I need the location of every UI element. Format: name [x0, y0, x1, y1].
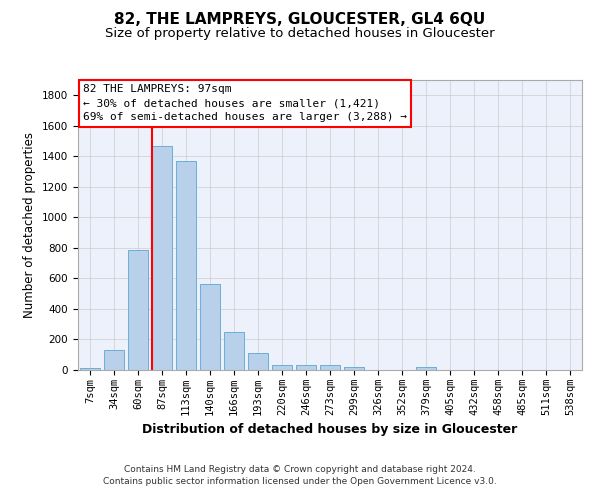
Text: 82 THE LAMPREYS: 97sqm
← 30% of detached houses are smaller (1,421)
69% of semi-: 82 THE LAMPREYS: 97sqm ← 30% of detached… [83, 84, 407, 122]
Bar [152, 146, 172, 370]
Text: 82, THE LAMPREYS, GLOUCESTER, GL4 6QU: 82, THE LAMPREYS, GLOUCESTER, GL4 6QU [115, 12, 485, 28]
Y-axis label: Number of detached properties: Number of detached properties [23, 132, 37, 318]
Bar [344, 367, 364, 370]
Bar [416, 367, 436, 370]
Bar [224, 332, 244, 370]
Bar [128, 250, 148, 370]
Bar [272, 364, 292, 370]
Bar [104, 350, 124, 370]
Bar [176, 161, 196, 370]
Text: Distribution of detached houses by size in Gloucester: Distribution of detached houses by size … [142, 422, 518, 436]
Bar [248, 353, 268, 370]
Bar [200, 284, 220, 370]
Text: Size of property relative to detached houses in Gloucester: Size of property relative to detached ho… [105, 28, 495, 40]
Bar [296, 366, 316, 370]
Bar [80, 368, 100, 370]
Text: Contains public sector information licensed under the Open Government Licence v3: Contains public sector information licen… [103, 478, 497, 486]
Bar [320, 366, 340, 370]
Text: Contains HM Land Registry data © Crown copyright and database right 2024.: Contains HM Land Registry data © Crown c… [124, 465, 476, 474]
